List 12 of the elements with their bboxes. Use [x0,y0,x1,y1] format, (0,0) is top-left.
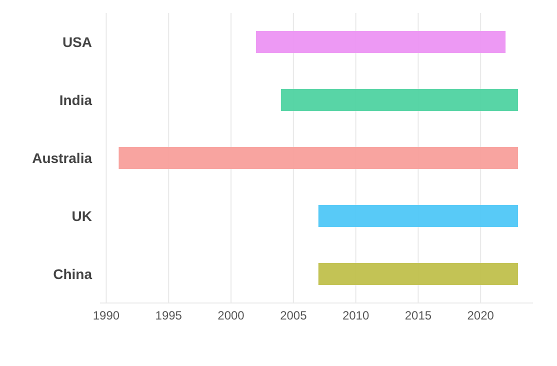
x-tick-label: 2020 [467,308,494,323]
x-tick-label: 1995 [155,308,182,323]
x-tick-label: 2005 [280,308,308,323]
x-tick-label: 1990 [92,308,120,323]
y-tick-label: Australia [32,150,92,166]
y-tick-label: China [53,266,92,282]
x-tick-label: 2010 [342,308,370,323]
y-tick-label: UK [72,208,92,224]
x-tick-label: 2000 [218,308,245,323]
y-tick-label: India [59,92,92,108]
y-tick-label: USA [62,34,92,50]
x-tick-label: 2015 [404,308,432,323]
